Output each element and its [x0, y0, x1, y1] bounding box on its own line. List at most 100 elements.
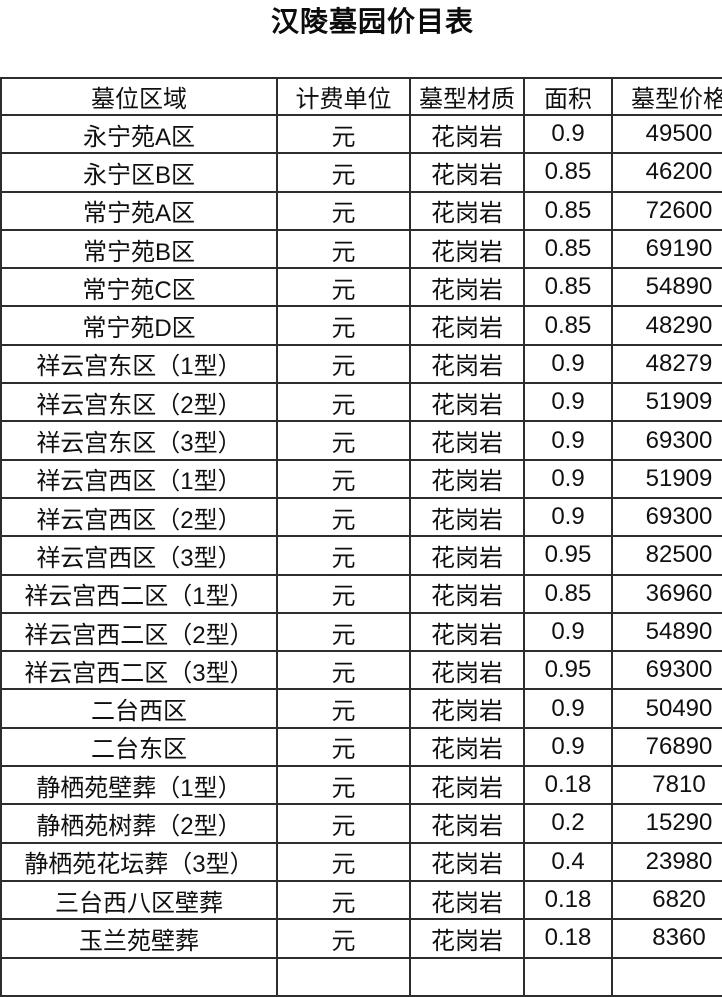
table-cell: 元: [276, 535, 411, 576]
table-cell: 51909: [611, 382, 722, 423]
table-cell: 48279: [611, 343, 722, 385]
table-cell: 祥云宫西区（3型）: [0, 535, 278, 576]
header-cell-area: 面积: [523, 77, 613, 116]
table-cell: 元: [276, 113, 411, 155]
table-row: 祥云宫东区（1型）元花岗岩 0.9 48279: [0, 343, 722, 385]
table-cell: 0.9: [523, 458, 613, 499]
table-cell: [523, 956, 613, 997]
price-table: 墓位区域 计费单位 墓型材质 面积 墓型价格 永宁苑A区元花岗岩 0.9 49500…: [0, 77, 722, 997]
table-cell: 0.85: [523, 573, 613, 614]
table-cell: 0.85: [523, 152, 613, 193]
table-row: 祥云宫西区（1型）元花岗岩 0.9 51909: [0, 458, 722, 499]
table-row: 永宁苑A区元花岗岩 0.9 49500: [0, 113, 722, 155]
table-cell: 元: [276, 918, 411, 959]
table-cell: 静栖苑壁葬（1型）: [0, 765, 278, 806]
table-cell: 花岗岩: [409, 650, 525, 691]
table-cell: 花岗岩: [409, 573, 525, 614]
table-cell: [611, 956, 722, 997]
table-cell: 0.4: [523, 841, 613, 882]
table-cell: 花岗岩: [409, 726, 525, 768]
table-cell: 50490: [611, 688, 722, 729]
table-cell: 花岗岩: [409, 458, 525, 499]
header-cell-billing-unit: 计费单位: [276, 77, 411, 116]
table-cell: 花岗岩: [409, 190, 525, 231]
table-cell: 花岗岩: [409, 267, 525, 308]
table-cell: 三台西八区壁葬: [0, 879, 278, 921]
table-cell: 0.18: [523, 765, 613, 806]
table-cell: 祥云宫西二区（3型）: [0, 650, 278, 691]
table-cell: 8360: [611, 918, 722, 959]
table-cell: 69190: [611, 228, 722, 270]
table-cell: 0.9: [523, 343, 613, 385]
table-cell: 69300: [611, 496, 722, 538]
table-cell: 元: [276, 803, 411, 844]
table-cell: 48290: [611, 305, 722, 346]
table-cell: 0.9: [523, 611, 613, 653]
table-cell: 元: [276, 382, 411, 423]
table-cell: 0.9: [523, 382, 613, 423]
header-cell-grave-area: 墓位区域: [0, 77, 278, 116]
table-cell: 花岗岩: [409, 535, 525, 576]
table-row: 祥云宫西二区（3型）元花岗岩 0.95 69300: [0, 650, 722, 691]
table-header-row: 墓位区域 计费单位 墓型材质 面积 墓型价格: [0, 77, 722, 116]
table-cell: 15290: [611, 803, 722, 844]
table-cell: 69300: [611, 420, 722, 461]
table-cell: 花岗岩: [409, 918, 525, 959]
table-cell: 0.85: [523, 267, 613, 308]
table-row: 三台西八区壁葬元花岗岩 0.18 6820: [0, 879, 722, 921]
page-title: 汉陵墓园价目表: [270, 6, 474, 37]
table-cell: 元: [276, 879, 411, 921]
table-cell: 51909: [611, 458, 722, 499]
table-cell: 永宁区B区: [0, 152, 278, 193]
table-cell: 46200: [611, 152, 722, 193]
table-cell: 54890: [611, 267, 722, 308]
table-row: 常宁苑C区元花岗岩 0.85 54890: [0, 267, 722, 308]
table-row: 永宁区B区元花岗岩 0.85 46200: [0, 152, 722, 193]
table-cell: 0.95: [523, 650, 613, 691]
table-cell: 元: [276, 343, 411, 385]
table-cell: 元: [276, 650, 411, 691]
table-cell: 元: [276, 458, 411, 499]
table-cell: [276, 956, 411, 997]
table-cell: 花岗岩: [409, 152, 525, 193]
table-row: 二台西区元花岗岩 0.9 50490: [0, 688, 722, 729]
table-cell: 0.85: [523, 190, 613, 231]
table-cell: 花岗岩: [409, 765, 525, 806]
table-row: 二台东区元花岗岩 0.9 76890: [0, 726, 722, 768]
table-cell: 0.9: [523, 113, 613, 155]
table-cell: 花岗岩: [409, 688, 525, 729]
table-cell: 36960: [611, 573, 722, 614]
table-cell: 0.9: [523, 496, 613, 538]
table-cell: 祥云宫西二区（1型）: [0, 573, 278, 614]
table-cell: 花岗岩: [409, 228, 525, 270]
table-cell: 0.18: [523, 879, 613, 921]
table-cell: 花岗岩: [409, 343, 525, 385]
table-cell: 祥云宫西二区（2型）: [0, 611, 278, 653]
table-row: 祥云宫西区（3型）元花岗岩 0.95 82500: [0, 535, 722, 576]
table-row: 祥云宫西二区（2型）元花岗岩 0.9 54890: [0, 611, 722, 653]
table-cell: 花岗岩: [409, 113, 525, 155]
table-row: 常宁苑B区元花岗岩 0.85 69190: [0, 228, 722, 270]
table-cell: 0.85: [523, 228, 613, 270]
header-cell-price: 墓型价格: [611, 77, 722, 116]
table-cell: 花岗岩: [409, 611, 525, 653]
table-cell: 静栖苑花坛葬（3型）: [0, 841, 278, 882]
table-cell: 元: [276, 688, 411, 729]
table-cell: 祥云宫西区（2型）: [0, 496, 278, 538]
table-cell: 永宁苑A区: [0, 113, 278, 155]
table-cell: 元: [276, 228, 411, 270]
table-cell: 0.9: [523, 726, 613, 768]
table-cell: 常宁苑B区: [0, 228, 278, 270]
table-cell: 54890: [611, 611, 722, 653]
table-cell: 6820: [611, 879, 722, 921]
table-cell: 常宁苑D区: [0, 305, 278, 346]
table-cell: 69300: [611, 650, 722, 691]
table-body: 永宁苑A区元花岗岩 0.9 49500 永宁区B区元花岗岩 0.85 46200 常宁苑A区…: [0, 113, 722, 997]
table-cell: [0, 956, 278, 997]
table-cell: 72600: [611, 190, 722, 231]
table-row: 静栖苑花坛葬（3型）元花岗岩 0.4 23980: [0, 841, 722, 882]
table-cell: 元: [276, 267, 411, 308]
table-cell: 元: [276, 152, 411, 193]
table-cell: 7810: [611, 765, 722, 806]
table-row: 玉兰苑壁葬元花岗岩 0.18 8360: [0, 918, 722, 959]
